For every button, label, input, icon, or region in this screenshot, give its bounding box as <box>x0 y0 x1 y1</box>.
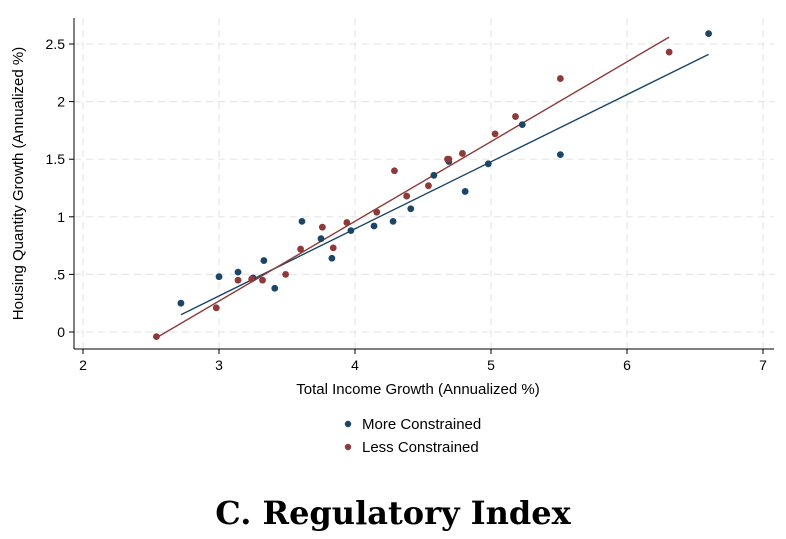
data-point-more-constrained <box>389 218 397 225</box>
figure-caption: C. Regulatory Index <box>215 494 571 532</box>
data-point-more-constrained <box>260 257 268 264</box>
y-tick-label: .5 <box>53 266 65 282</box>
y-tick-label: 2.5 <box>46 36 66 52</box>
data-point-less-constrained <box>248 275 256 283</box>
data-point-less-constrained <box>665 48 673 56</box>
x-tick-label: 4 <box>351 357 359 373</box>
data-point-more-constrained <box>347 227 355 235</box>
data-point-less-constrained <box>491 130 499 138</box>
x-tick-label: 6 <box>623 357 631 373</box>
legend-label-less-constrained: Less Constrained <box>362 439 479 456</box>
legend-marker-less-constrained <box>344 443 352 451</box>
data-point-less-constrained <box>259 276 266 284</box>
data-point-less-constrained <box>391 167 398 175</box>
data-point-more-constrained <box>518 121 526 129</box>
fit-lines <box>156 36 709 339</box>
data-point-less-constrained <box>556 75 564 82</box>
x-tick-label: 7 <box>759 357 767 373</box>
data-point-more-constrained <box>215 273 223 281</box>
legend-label-more-constrained: More Constrained <box>362 416 481 433</box>
data-point-less-constrained <box>234 276 242 284</box>
data-points <box>153 30 712 341</box>
legend: More Constrained Less Constrained <box>344 416 481 456</box>
y-tick-label: 0 <box>57 324 65 340</box>
x-tick-label: 3 <box>215 357 223 373</box>
data-point-less-constrained <box>212 304 220 312</box>
data-point-more-constrained <box>271 284 279 292</box>
data-point-less-constrained <box>329 244 337 252</box>
data-point-more-constrained <box>484 160 492 168</box>
axes <box>69 18 774 354</box>
legend-marker-more-constrained <box>344 420 352 428</box>
data-point-less-constrained <box>343 219 351 226</box>
data-point-more-constrained <box>177 299 185 307</box>
y-tick-label: 1.5 <box>46 151 66 167</box>
data-point-more-constrained <box>430 171 438 179</box>
y-tick-label: 2 <box>57 94 65 110</box>
tick-labels: 0 .5 1 1.5 2 2.5 2 3 4 5 6 7 <box>46 36 768 373</box>
data-point-less-constrained <box>425 182 432 190</box>
grid-lines <box>74 18 774 349</box>
x-axis-title: Total Income Growth (Annualized %) <box>296 381 539 398</box>
y-tick-label: 1 <box>57 209 65 225</box>
x-tick-label: 5 <box>487 357 495 373</box>
data-point-less-constrained <box>153 333 160 341</box>
data-point-more-constrained <box>370 222 378 230</box>
data-point-less-constrained <box>403 192 411 200</box>
data-point-more-constrained <box>298 218 306 225</box>
x-tick-label: 2 <box>79 357 87 373</box>
data-point-more-constrained <box>234 268 242 276</box>
data-point-less-constrained <box>445 155 453 163</box>
data-point-less-constrained <box>297 245 304 253</box>
data-point-more-constrained <box>328 254 336 262</box>
data-point-less-constrained <box>282 271 290 278</box>
y-axis-title: Housing Quantity Growth (Annualized %) <box>10 47 27 320</box>
data-point-less-constrained <box>373 208 381 216</box>
scatter-chart: 0 .5 1 1.5 2 2.5 2 3 4 5 6 7 Total Income Growth (A… <box>10 18 774 456</box>
data-point-less-constrained <box>318 223 326 231</box>
fit-line-less-constrained <box>156 36 670 339</box>
data-point-more-constrained <box>317 235 325 243</box>
fit-line-more-constrained <box>180 53 709 316</box>
data-point-more-constrained <box>407 205 415 213</box>
data-point-more-constrained <box>461 188 469 195</box>
data-point-less-constrained <box>512 113 519 120</box>
data-point-more-constrained <box>705 30 712 38</box>
data-point-more-constrained <box>556 151 564 158</box>
data-point-less-constrained <box>459 150 466 157</box>
